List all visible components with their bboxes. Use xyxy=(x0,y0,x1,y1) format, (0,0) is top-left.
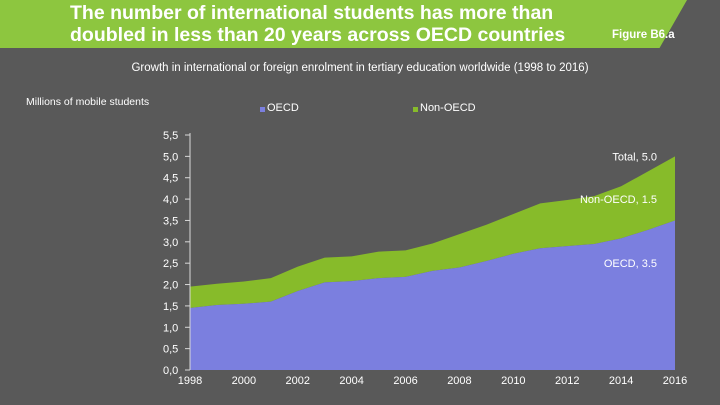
x-tick-label: 2008 xyxy=(447,375,471,387)
y-tick-label: 3,0 xyxy=(163,237,178,249)
y-tick-label: 2,5 xyxy=(163,258,178,270)
y-tick-label: 0,0 xyxy=(163,365,178,377)
chart-subtitle: Growth in international or foreign enrol… xyxy=(131,62,589,74)
legend-item-non-oecd: Non-OECD xyxy=(413,102,476,114)
y-tick-label: 1,0 xyxy=(163,322,178,334)
x-tick-label: 1998 xyxy=(178,375,202,387)
x-tick-label: 2010 xyxy=(501,375,525,387)
y-tick-label: 1,5 xyxy=(163,301,178,313)
figure-label: Figure B6.a xyxy=(612,29,675,41)
y-tick-label: 5,0 xyxy=(163,151,178,163)
x-tick-label: 2000 xyxy=(232,375,256,387)
x-tick-label: 2014 xyxy=(609,375,633,387)
legend-label-non-oecd: Non-OECD xyxy=(420,102,476,114)
y-tick-label: 4,5 xyxy=(163,173,178,185)
legend-item-oecd: OECD xyxy=(260,102,299,114)
legend-swatch-oecd xyxy=(260,107,265,112)
x-tick-label: 2002 xyxy=(286,375,310,387)
series-area-oecd xyxy=(190,220,675,370)
annotation-non-oecd: Non-OECD, 1.5 xyxy=(580,194,657,206)
page-title: The number of international students has… xyxy=(70,2,566,46)
y-tick-label: 3,5 xyxy=(163,215,178,227)
annotation-total: Total, 5.0 xyxy=(612,151,657,163)
y-tick-label: 5,5 xyxy=(163,130,178,142)
y-tick-label: 0,5 xyxy=(163,344,178,356)
series-area-non-oecd xyxy=(190,156,675,309)
annotation-oecd: OECD, 3.5 xyxy=(604,258,657,270)
legend-swatch-non-oecd xyxy=(413,107,418,112)
y-axis-label: Millions of mobile students xyxy=(26,96,150,108)
legend-label-oecd: OECD xyxy=(267,102,299,114)
y-tick-label: 4,0 xyxy=(163,194,178,206)
title-banner xyxy=(0,0,687,48)
y-tick-label: 2,0 xyxy=(163,280,178,292)
x-tick-label: 2012 xyxy=(555,375,579,387)
x-tick-label: 2004 xyxy=(339,375,363,387)
x-tick-label: 2016 xyxy=(663,375,687,387)
x-tick-label: 2006 xyxy=(393,375,417,387)
